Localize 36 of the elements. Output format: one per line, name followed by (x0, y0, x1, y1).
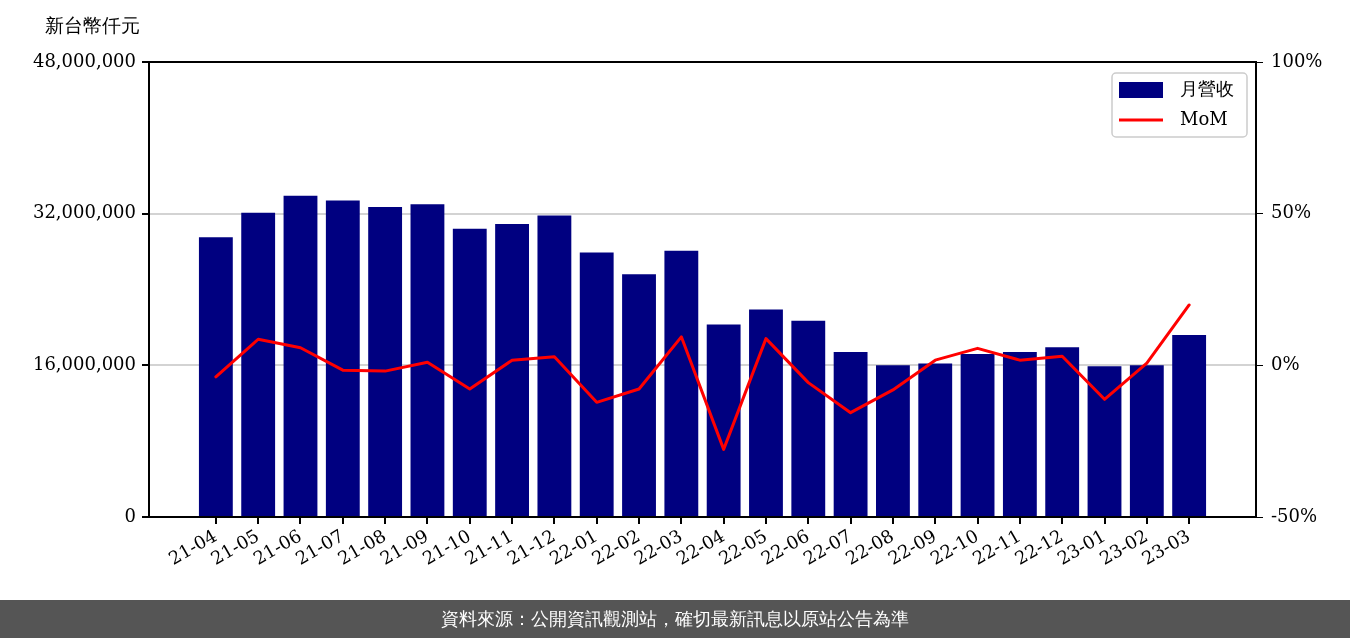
bar (198, 237, 233, 516)
bar (537, 215, 572, 516)
bar (833, 352, 868, 516)
legend-label: 月營收 (1180, 77, 1234, 99)
legend-label: MoM (1180, 107, 1228, 129)
bar (410, 204, 445, 516)
bar (876, 365, 910, 516)
bar (706, 324, 741, 516)
y-tick-label: 48,000,000 (32, 49, 136, 71)
bar (749, 309, 783, 516)
bar (241, 212, 276, 516)
y-tick-label: 0 (124, 504, 136, 526)
y2-tick-label: 50% (1271, 201, 1312, 223)
y2-tick-label: 100% (1271, 49, 1323, 71)
bar (283, 195, 318, 516)
y-tick-label: 16,000,000 (32, 353, 136, 375)
bar (368, 207, 403, 516)
bar (452, 228, 487, 516)
bar (1002, 352, 1037, 516)
bar (579, 252, 614, 516)
bar (622, 274, 656, 516)
bar (495, 224, 529, 516)
bar (918, 363, 953, 516)
y-axis-title: 新台幣仟元 (45, 13, 140, 36)
bar (664, 250, 699, 516)
source-note: 資料來源：公開資訊觀測站，確切最新訊息以原站公告為準 (441, 607, 909, 631)
y2-tick-label: -50% (1271, 504, 1318, 526)
bar (325, 200, 360, 516)
bar (791, 320, 826, 516)
y-tick-label: 32,000,000 (32, 201, 136, 223)
bar (1087, 366, 1122, 516)
bar (960, 353, 995, 516)
y2-tick-label: 0% (1271, 353, 1300, 375)
bar (1172, 335, 1207, 516)
bar (1129, 365, 1164, 516)
bar (1045, 347, 1080, 516)
